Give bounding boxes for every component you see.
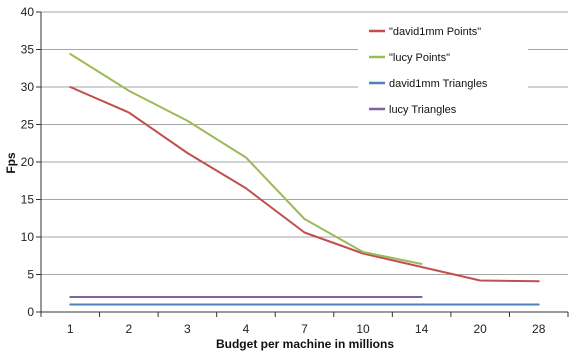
x-tick-label: 28: [532, 322, 546, 336]
y-tick-label: 20: [21, 155, 35, 169]
y-tick-labels: 0 5 10 15 20 25 30 35 40: [21, 5, 35, 319]
gridlines: [41, 11, 568, 275]
y-tick-label: 35: [21, 43, 35, 57]
legend: "david1mm Points" "lucy Points" david1mm T…: [358, 16, 528, 122]
series-lines: [69, 53, 540, 306]
legend-label: "lucy Points": [389, 52, 450, 64]
y-tick-label: 10: [21, 230, 35, 244]
y-axis-title: Fps: [4, 152, 18, 174]
legend-background: [358, 16, 528, 122]
legend-label: "david1mm Points": [389, 26, 481, 38]
x-tick-labels: 1 2 3 4 7 10 14 20 28: [67, 322, 546, 336]
x-tick-label: 7: [301, 322, 308, 336]
legend-label: david1mm Triangles: [389, 78, 488, 90]
y-tick-label: 5: [27, 268, 34, 282]
legend-label: lucy Triangles: [389, 104, 457, 116]
x-tick-label: 10: [356, 322, 370, 336]
series-line-2: [69, 53, 423, 265]
x-tick-label: 14: [415, 322, 429, 336]
axes: [36, 11, 569, 317]
x-tick-label: 20: [473, 322, 487, 336]
y-tick-label: 40: [21, 5, 35, 19]
y-tick-label: 30: [21, 80, 35, 94]
series-line-1: [69, 86, 540, 283]
x-tick-label: 4: [243, 322, 250, 336]
y-tick-label: 25: [21, 118, 35, 132]
x-tick-label: 2: [125, 322, 132, 336]
x-tick-label: 3: [184, 322, 191, 336]
y-tick-label: 15: [21, 193, 35, 207]
x-tick-label: 1: [67, 322, 74, 336]
x-axis-title: Budget per machine in millions: [216, 337, 394, 351]
y-tick-label: 0: [27, 305, 34, 319]
